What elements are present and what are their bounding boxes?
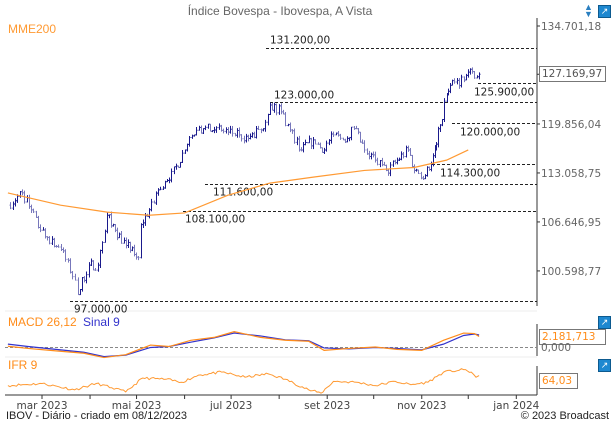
- level-label: 111.600,00: [213, 187, 273, 199]
- x-tick-label: jan 2024: [492, 400, 539, 412]
- export-icon[interactable]: ↗: [598, 5, 611, 18]
- macd-legend-label: MACD 26,12: [8, 315, 77, 329]
- x-tick-label: mai 2023: [112, 400, 162, 412]
- level-label: 123.000,00: [274, 90, 334, 102]
- macd-line: [7, 331, 480, 359]
- x-tick-label: set 2023: [304, 400, 350, 412]
- x-tick-label: mar 2023: [16, 400, 67, 412]
- y-tick-label: 119.856,04: [541, 119, 601, 131]
- level-label: 108.100,00: [185, 214, 245, 226]
- mme200-legend: MME200: [8, 22, 57, 36]
- y-tick-label: 134.701,18: [541, 21, 601, 33]
- price-bars: [9, 67, 481, 296]
- macd-legend: MACD 26,12 Sinal 9: [8, 315, 120, 329]
- footer-source: IBOV - Diário - criado em 08/12/2023: [6, 410, 187, 422]
- x-tick-label: nov 2023: [397, 400, 446, 412]
- signal-line: [7, 332, 480, 358]
- ifr-legend: IFR 9: [8, 358, 38, 372]
- chart-title: Índice Bovespa - Ibovespa, A Vista: [187, 4, 373, 18]
- y-tick-label: 113.058,75: [541, 168, 601, 180]
- footer-copyright: © 2023 Broadcast: [520, 410, 609, 422]
- level-label: 131.200,00: [270, 35, 330, 47]
- up-down-arrows-icon[interactable]: ▲ ▼: [584, 2, 593, 19]
- ifr-last-value-box: 64,03: [539, 373, 578, 389]
- y-tick-label: 100.598,77: [541, 266, 601, 278]
- mme200-line: [7, 149, 469, 216]
- signal-legend-label: Sinal 9: [83, 315, 120, 329]
- x-tick-label: jul 2023: [209, 400, 253, 412]
- level-label: 97.000,00: [74, 304, 127, 316]
- macd-export-icon[interactable]: ↗: [598, 316, 611, 329]
- level-label: 114.300,00: [440, 168, 500, 180]
- ifr-export-icon[interactable]: ↗: [598, 359, 611, 372]
- macd-zero-label: 0,000: [541, 342, 572, 354]
- y-tick-label: 106.646,95: [541, 217, 601, 229]
- macd-last-value-box: 2.181,713: [539, 329, 606, 345]
- level-label: 125.900,00: [474, 87, 534, 99]
- price-last-value-box: 127.169,97: [539, 66, 606, 82]
- level-label: 120.000,00: [460, 127, 520, 139]
- ifr-line: [7, 368, 480, 394]
